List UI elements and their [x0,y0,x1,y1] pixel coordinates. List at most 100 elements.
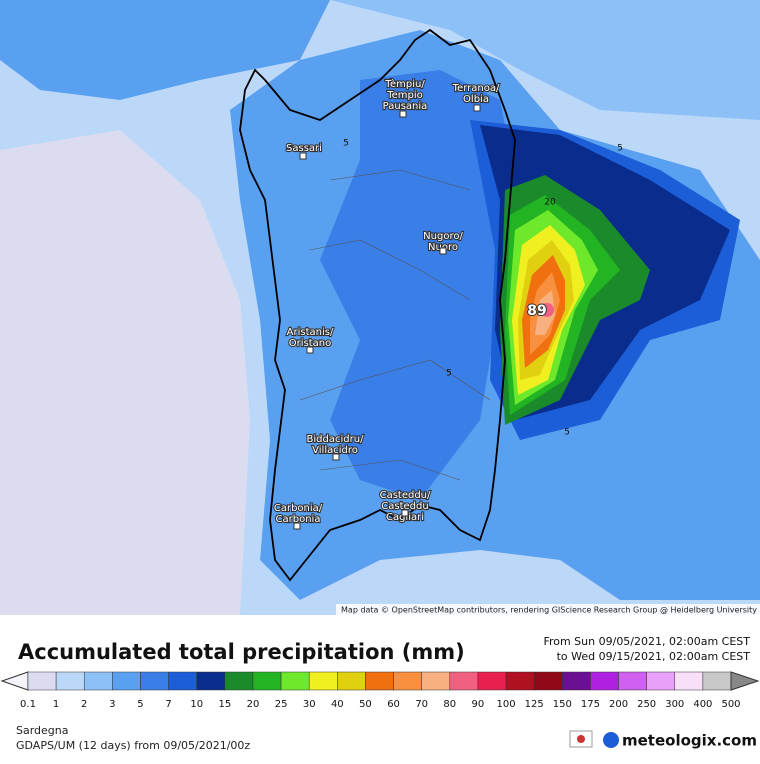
legend-label: 60 [387,699,400,710]
date-to: to Wed 09/15/2021, 02:00am CEST [557,650,751,663]
legend-box [618,671,647,691]
legend-box [112,671,141,691]
legend-label: 10 [190,699,203,710]
legend-label: 150 [553,699,572,710]
province-borders [299,169,491,481]
legend-arrow-high [730,671,760,691]
legend-box [168,671,197,691]
city-label: Sassari [286,143,322,154]
legend-label: 300 [665,699,684,710]
city-label: Nugoro/ [423,231,463,242]
legend-box [365,671,394,691]
max-value: 89 [527,303,546,319]
city-marker [401,509,409,517]
legend-label: 200 [609,699,628,710]
city-marker [293,522,301,530]
legend: 0.1 1 2 3 5 7 10 15 20 25 30 40 50 60 70 80 90 100 125 150 1… [0,671,760,710]
rain-area [0,0,330,100]
city-marker [473,104,481,112]
city-marker [299,152,307,160]
legend-box [308,671,338,691]
contour-labels: 5 5 5 5 20 [343,139,623,438]
attribution: Map data © OpenStreetMap contributors, r… [341,606,757,615]
city-label: Terranoa/ [452,83,500,94]
city-marker [306,346,314,354]
city-label: Casteddu [381,501,428,512]
legend-box [562,671,591,691]
city-label: Oristano [289,338,331,349]
region: Sardegna [16,724,69,737]
legend-label: 20 [247,699,260,710]
legend-label: 80 [443,699,456,710]
legend-label: 30 [303,699,316,710]
legend-label: 3 [109,699,115,710]
city-label: Biddacidru/ [307,434,365,445]
contour-label: 5 [564,428,570,438]
rain-area [320,70,520,500]
legend-box [280,671,310,691]
legend-label: 100 [496,699,515,710]
attribution-bg [336,604,760,615]
legend-box [55,671,85,691]
legend-box [337,671,366,691]
title: Accumulated total precipitation (mm) [18,640,465,664]
legend-box [646,671,676,691]
city-marker [439,247,447,255]
city-label: Villacidro [312,445,358,456]
brand: meteologix.com [622,732,757,750]
legend-box [674,671,704,691]
brand-icon [603,732,619,748]
city-label: Carbonia [276,514,321,525]
legend-label: 90 [472,699,485,710]
legend-label: 1 [53,699,59,710]
legend-label: 5 [137,699,143,710]
legend-box [505,671,535,691]
coastline [239,28,516,582]
flag-mark [577,735,585,743]
city-label: Cagliari [386,512,424,523]
legend-box [421,671,451,691]
legend-box [252,671,282,691]
model-info: GDAPS/UM (12 days) from 09/05/2021/00z [16,739,250,752]
legend-label: 25 [275,699,288,710]
legend-label: 40 [331,699,344,710]
legend-box [393,671,422,691]
legend-label: 70 [415,699,428,710]
legend-box [224,671,254,691]
legend-box [196,671,226,691]
legend-box [140,671,169,691]
legend-label: 50 [359,699,372,710]
legend-label: 7 [165,699,171,710]
city-marker [332,453,340,461]
city-label: Aristanis/ [287,327,334,338]
legend-box [702,671,732,691]
legend-box [477,671,507,691]
city-label: Pausania [383,101,428,112]
logo: meteologix.com [569,730,757,750]
legend-label: 500 [721,699,740,710]
rain-peak [540,303,554,317]
city-label: Carbonia/ [274,503,323,514]
legend-label: 15 [218,699,231,710]
city-label: Tempio [386,90,423,101]
legend-box [27,671,57,691]
dry-area [0,130,250,615]
legend-box [449,671,479,691]
legend-label: 400 [693,699,712,710]
rain-area [330,0,760,120]
date-from: From Sun 09/05/2021, 02:00am CEST [543,635,750,648]
legend-box [590,671,619,691]
city-label: Casteddu/ [380,490,431,501]
legend-label: 0.1 [20,699,36,710]
city-label: Olbia [463,94,489,105]
city-label: Tèmpiu/ [384,78,425,90]
legend-label: 125 [525,699,544,710]
legend-label: 2 [81,699,87,710]
contour-label: 5 [617,144,623,154]
city-marker [399,110,407,118]
legend-box [533,671,563,691]
legend-box [83,671,113,691]
